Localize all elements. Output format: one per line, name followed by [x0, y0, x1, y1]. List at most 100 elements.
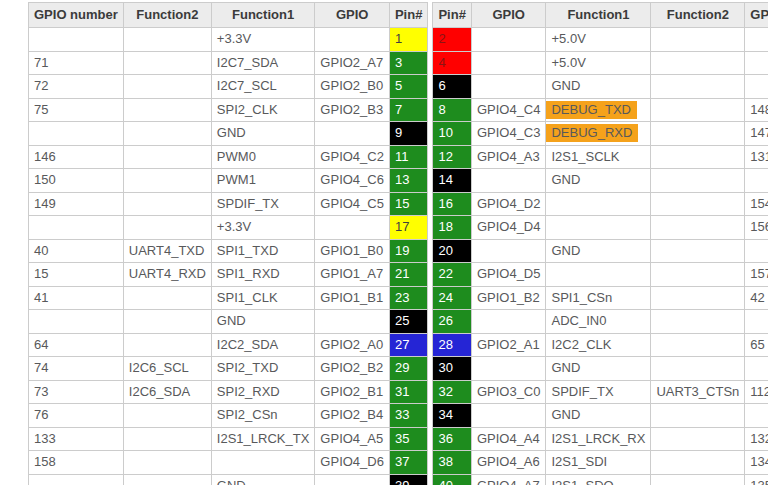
gpio-cell: GPIO4_A7: [471, 474, 546, 485]
pinout-row: 18GPIO4_D4156: [433, 216, 768, 240]
pin-cell: 11: [389, 145, 427, 169]
pin-cell: 22: [433, 263, 471, 287]
column-header-gpio: GPIO: [315, 3, 390, 28]
gpio-cell: GPIO4_D5: [471, 263, 546, 287]
function2-cell: [123, 451, 211, 475]
pinout-row: 15UART4_RXDSPI1_RXDGPIO1_A721: [29, 263, 428, 287]
pinout-row: 2+5.0V: [433, 28, 768, 52]
gpio-cell: GPIO4_C3: [471, 122, 546, 146]
function2-cell: [651, 357, 745, 381]
pinout-row: 36GPIO4_A4I2S1_LRCK_RX132: [433, 427, 768, 451]
gpio-cell: [471, 239, 546, 263]
gpio-number-cell: 135: [745, 474, 768, 485]
gpio-number-cell: 15: [29, 263, 124, 287]
function1-cell: I2C7_SDA: [211, 51, 315, 75]
function1-cell: +3.3V: [211, 28, 315, 52]
function1-cell: PWM0: [211, 145, 315, 169]
pin-cell: 28: [433, 333, 471, 357]
function1-cell: I2S1_LRCK_RX: [546, 427, 651, 451]
pinout-row: 158GPIO4_D637: [29, 451, 428, 475]
function1-cell: I2C2_SDA: [211, 333, 315, 357]
gpio-cell: GPIO2_A7: [315, 51, 390, 75]
function2-cell: [651, 169, 745, 193]
pinout-row: 41SPI1_CLKGPIO1_B123: [29, 286, 428, 310]
function2-cell: [651, 404, 745, 428]
function1-cell: [546, 216, 651, 240]
pin-cell: 27: [389, 333, 427, 357]
function2-cell: [651, 51, 745, 75]
pinout-table-left-body: +3.3V171I2C7_SDAGPIO2_A7372I2C7_SCLGPIO2…: [29, 28, 428, 485]
gpio-cell: GPIO2_B3: [315, 98, 390, 122]
function2-cell: [651, 310, 745, 334]
function1-cell: I2S1_SDI: [546, 451, 651, 475]
pinout-row: 20GND: [433, 239, 768, 263]
pin-cell: 6: [433, 75, 471, 99]
gpio-number-cell: 73: [29, 380, 124, 404]
function2-cell: [123, 192, 211, 216]
pin-cell: 37: [389, 451, 427, 475]
gpio-number-cell: 72: [29, 75, 124, 99]
gpio-cell: GPIO1_B0: [315, 239, 390, 263]
function1-cell: SPI2_CLK: [211, 98, 315, 122]
function1-cell: GND: [546, 404, 651, 428]
gpio-cell: [471, 310, 546, 334]
pinout-row: 26ADC_IN0: [433, 310, 768, 334]
gpio-number-cell: [745, 75, 768, 99]
function1-cell: DEBUG_TXD: [546, 98, 651, 122]
pin-cell: 4: [433, 51, 471, 75]
pin-cell: 25: [389, 310, 427, 334]
gpio-cell: GPIO1_A7: [315, 263, 390, 287]
pin-cell: 30: [433, 357, 471, 381]
function2-cell: [651, 98, 745, 122]
pin-cell: 15: [389, 192, 427, 216]
gpio-number-cell: 41: [29, 286, 124, 310]
gpio-number-cell: 157: [745, 263, 768, 287]
pin-cell: 21: [389, 263, 427, 287]
pinout-table-left: GPIO number Function2 Function1 GPIO Pin…: [28, 2, 428, 485]
pinout-row: 6 GND: [433, 75, 768, 99]
pinout-row: 34GND: [433, 404, 768, 428]
function1-cell: GND: [211, 474, 315, 485]
function1-cell: I2S1_SCLK: [546, 145, 651, 169]
function2-cell: [123, 28, 211, 52]
function2-cell: [651, 451, 745, 475]
gpio-number-cell: 75: [29, 98, 124, 122]
function2-cell: [123, 98, 211, 122]
gpio-number-cell: [29, 474, 124, 485]
pinout-row: 71I2C7_SDAGPIO2_A73: [29, 51, 428, 75]
function2-cell: [651, 333, 745, 357]
pinout-row: GND39: [29, 474, 428, 485]
gpio-cell: [471, 51, 546, 75]
function2-cell: [123, 310, 211, 334]
gpio-number-cell: 65: [745, 333, 768, 357]
pinout-row: 14GND: [433, 169, 768, 193]
pinout-row: 72I2C7_SCLGPIO2_B05: [29, 75, 428, 99]
function2-cell: [651, 239, 745, 263]
function2-cell: [123, 427, 211, 451]
function1-cell: GND: [546, 75, 651, 99]
pinout-row: 74I2C6_SCLSPI2_TXDGPIO2_B229: [29, 357, 428, 381]
gpio-cell: GPIO4_A5: [315, 427, 390, 451]
header-row-right: Pin# GPIO Function1 Function2 GPIO numbe…: [433, 3, 768, 28]
pinout-row: 4+5.0V: [433, 51, 768, 75]
pinout-row: 32GPIO3_C0SPDIF_TXUART3_CTSn112: [433, 380, 768, 404]
pin-cell: 3: [389, 51, 427, 75]
gpio-number-cell: 64: [29, 333, 124, 357]
function1-cell: [546, 263, 651, 287]
gpio-number-cell: 133: [29, 427, 124, 451]
function1-cell: SPI1_CSn: [546, 286, 651, 310]
function2-cell: [123, 333, 211, 357]
column-header-function2: Function2: [123, 3, 211, 28]
gpio-number-cell: [745, 239, 768, 263]
function2-cell: [123, 169, 211, 193]
pinout-row: 24GPIO1_B2SPI1_CSn42: [433, 286, 768, 310]
gpio-cell: [471, 357, 546, 381]
pin-cell: 40: [433, 474, 471, 485]
gpio-cell: [315, 122, 390, 146]
gpio-number-cell: 131: [745, 145, 768, 169]
gpio-cell: [471, 28, 546, 52]
gpio-number-cell: 149: [29, 192, 124, 216]
function1-cell: SPI1_TXD: [211, 239, 315, 263]
function1-cell: PWM1: [211, 169, 315, 193]
gpio-cell: GPIO2_B1: [315, 380, 390, 404]
